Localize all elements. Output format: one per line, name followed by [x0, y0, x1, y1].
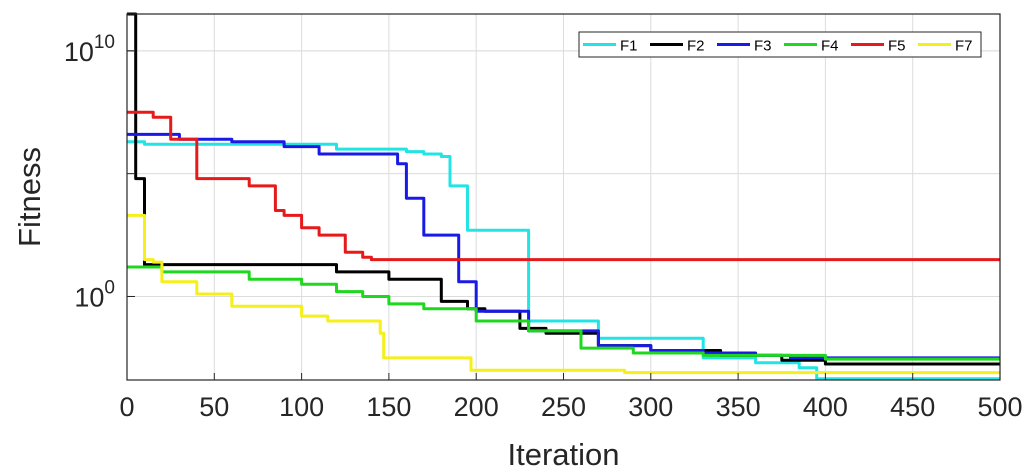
x-tick-label: 250 [541, 392, 586, 422]
series-line-f7 [127, 213, 1000, 375]
legend: F1 F2 F3 F4 F5 F7 [578, 31, 982, 58]
series-line-f3 [127, 132, 1000, 360]
x-tick-label: 500 [977, 392, 1022, 422]
x-tick-label: 350 [716, 392, 761, 422]
legend-box [578, 31, 982, 58]
legend-label-f3: F3 [754, 38, 772, 55]
y-tick-label: 100 [74, 277, 115, 312]
y-tick-labels: 1010 100 [64, 32, 115, 313]
x-axis-label: Iteration [507, 437, 619, 472]
grid-lines [127, 14, 1000, 380]
legend-label-f4: F4 [821, 38, 839, 55]
x-tick-label: 400 [803, 392, 848, 422]
legend-label-f1: F1 [620, 38, 638, 55]
x-tick-label: 300 [628, 392, 673, 422]
series-line-f4 [127, 265, 1000, 361]
x-tick-label: 100 [279, 392, 324, 422]
series-line-f1 [127, 140, 1000, 381]
series-lines [127, 12, 1000, 381]
y-axis-label: Fitness [12, 147, 47, 247]
legend-label-f7: F7 [955, 38, 973, 55]
x-tick-label: 0 [119, 392, 134, 422]
axis-ticks [126, 50, 1001, 380]
x-tick-label: 200 [454, 392, 499, 422]
x-tick-label: 50 [199, 392, 229, 422]
x-tick-label: 450 [890, 392, 935, 422]
legend-label-f5: F5 [888, 38, 906, 55]
x-tick-label: 150 [366, 392, 411, 422]
x-tick-labels: 0 50 100 150 200 250 300 350 400 450 500 [119, 392, 1022, 422]
legend-label-f2: F2 [687, 38, 705, 55]
series-line-f5 [127, 110, 1000, 262]
y-tick-label: 1010 [64, 32, 115, 67]
